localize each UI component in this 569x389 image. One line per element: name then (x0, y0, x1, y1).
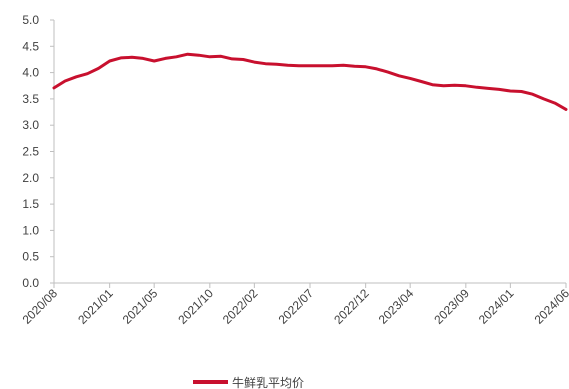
x-tick-label: 2021/10 (175, 286, 216, 327)
y-tick-label: 5.0 (22, 13, 39, 27)
x-tick-label: 2021/01 (75, 286, 116, 327)
y-tick-label: 2.5 (22, 145, 39, 159)
x-tick-label: 2020/08 (20, 286, 61, 327)
x-tick-label: 2022/07 (276, 286, 317, 327)
x-tick-label: 2024/01 (476, 286, 517, 327)
x-tick-label: 2022/02 (220, 286, 261, 327)
y-tick-label: 4.5 (22, 39, 39, 53)
y-tick-label: 1.0 (22, 223, 39, 237)
y-tick-label: 3.0 (22, 118, 39, 132)
x-tick-label: 2022/12 (331, 286, 372, 327)
x-tick-label: 2021/05 (120, 286, 161, 327)
y-axis: 0.0 0.5 1.0 1.5 2.0 2.5 3.0 3.5 4.0 4.5 5.0 (22, 13, 55, 290)
x-axis: 2020/08 2021/01 2021/05 2021/10 2022/02 2022/… (20, 282, 569, 327)
x-tick-label: 2023/04 (376, 286, 417, 327)
legend: 牛鲜乳平均价 (193, 375, 304, 389)
y-tick-label: 3.5 (22, 92, 39, 106)
series-line-milk-price (52, 52, 568, 111)
y-tick-label: 4.0 (22, 66, 39, 80)
y-tick-label: 1.5 (22, 197, 39, 211)
x-tick-label: 2023/09 (431, 286, 472, 327)
x-tick-label: 2024/06 (532, 286, 569, 327)
y-tick-label: 0.5 (22, 250, 39, 264)
series-layer (52, 52, 568, 111)
y-tick-label: 2.0 (22, 171, 39, 185)
y-tick-label: 0.0 (22, 276, 39, 290)
legend-label-milk-price: 牛鲜乳平均价 (232, 375, 304, 389)
